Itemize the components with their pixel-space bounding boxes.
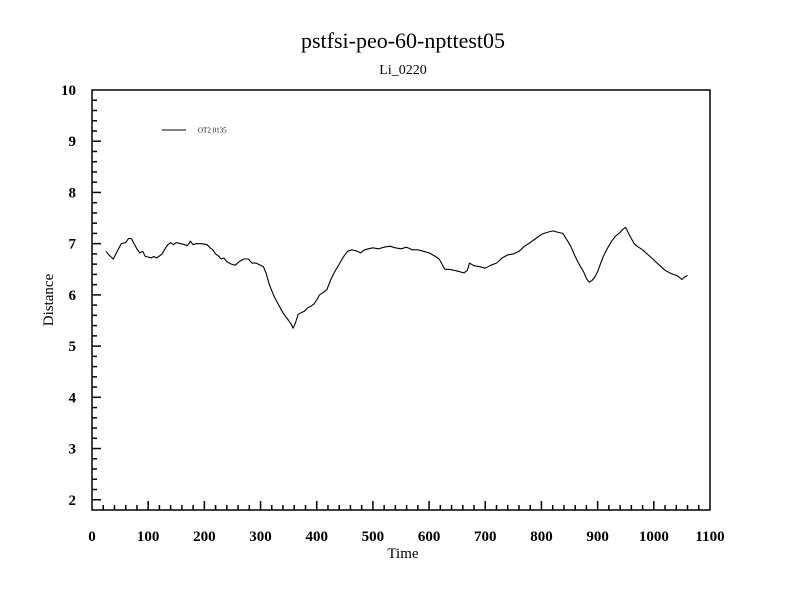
y-tick-label: 2 (69, 493, 77, 509)
tick-marks (92, 99, 700, 510)
y-tick-label: 9 (69, 134, 77, 150)
x-axis-title: Time (387, 546, 418, 562)
y-tick-label: 6 (69, 288, 77, 304)
x-tick-label: 900 (586, 529, 609, 545)
x-tick-labels: 0 100 200 300 400 500 600 700 800 900 1000 1100 (88, 529, 724, 545)
y-tick-label: 3 (69, 442, 77, 458)
x-tick-label: 600 (418, 529, 441, 545)
chart-subtitle: Li_0220 (379, 63, 427, 78)
x-tick-label: 400 (305, 529, 328, 545)
x-tick-label: 500 (362, 529, 385, 545)
y-tick-label: 5 (69, 339, 77, 355)
x-tick-label: 300 (249, 529, 272, 545)
legend-label: OT2 0135 (198, 127, 227, 135)
x-tick-label: 700 (474, 529, 497, 545)
y-tick-label: 4 (69, 390, 77, 406)
y-tick-labels: 2 3 4 5 6 7 8 9 10 (61, 83, 77, 509)
x-tick-label: 1000 (639, 529, 669, 545)
legend: OT2 0135 (162, 127, 227, 135)
series-layer (105, 226, 688, 329)
chart-title: pstfsi-peo-60-npttest05 (300, 28, 506, 53)
x-tick-label: 800 (530, 529, 553, 545)
x-tick-label: 1100 (695, 529, 724, 545)
y-axis-title: Distance (41, 273, 57, 326)
x-tick-label: 0 (88, 529, 96, 545)
y-tick-label: 7 (69, 237, 77, 253)
y-tick-label: 10 (61, 83, 76, 99)
x-tick-label: 100 (137, 529, 160, 545)
x-tick-label: 200 (193, 529, 216, 545)
y-tick-label: 8 (69, 185, 77, 201)
plot-frame (91, 89, 711, 511)
series-line (105, 226, 688, 329)
